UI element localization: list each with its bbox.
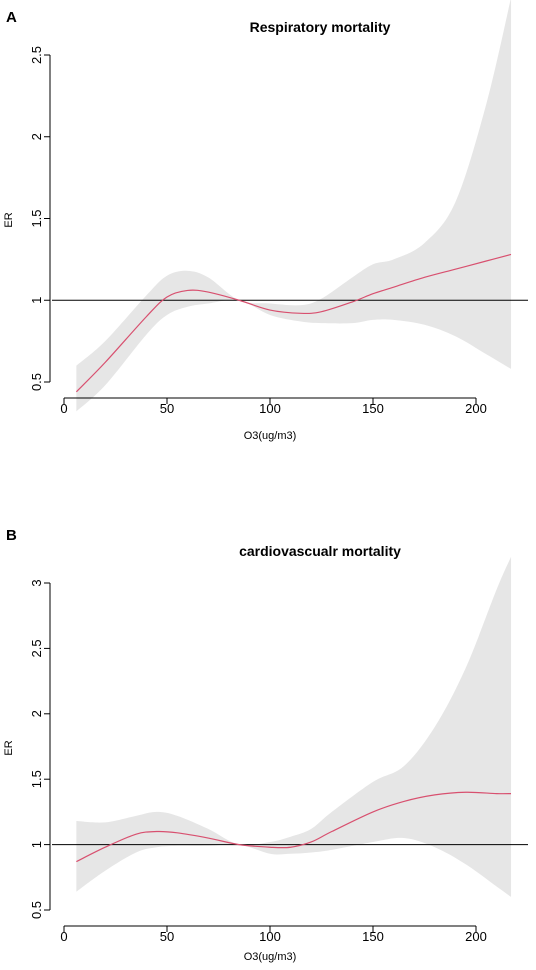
y-tick-label: 1.5 (29, 770, 44, 788)
panel-letter: B (6, 527, 17, 544)
y-tick-label: 2.5 (29, 46, 44, 64)
x-tick-label: 50 (160, 401, 174, 416)
x-axis-label: O3(ug/m3) (244, 951, 297, 963)
x-tick-label: 200 (465, 401, 487, 416)
chart-panel-A: A Respiratory mortality 0 50 100 150 200 0.5 1 1.… (3, 0, 528, 442)
y-tick-label: 0.5 (29, 373, 44, 391)
y-tick-label: 0.5 (29, 901, 44, 919)
x-tick-label: 200 (465, 929, 487, 944)
y-tick-label: 1.5 (29, 209, 44, 227)
panel-letter: A (6, 9, 17, 26)
y-tick-label: 1 (29, 841, 44, 848)
chart-title: cardiovascualr mortality (239, 543, 401, 559)
x-tick-label: 150 (362, 401, 384, 416)
estimate-line (75, 253, 512, 393)
x-tick-label: 100 (259, 929, 281, 944)
y-axis-label: ER (3, 212, 15, 227)
x-tick-label: 100 (259, 401, 281, 416)
confidence-band (76, 0, 512, 412)
x-tick-label: 150 (362, 929, 384, 944)
x-tick-label: 0 (60, 401, 67, 416)
confidence-band (76, 556, 512, 897)
x-tick-label: 50 (160, 929, 174, 944)
y-tick-label: 1 (29, 297, 44, 304)
y-tick-label: 2 (29, 133, 44, 140)
y-axis-label: ER (3, 740, 15, 755)
x-axis-label: O3(ug/m3) (244, 430, 297, 442)
y-tick-label: 2 (29, 710, 44, 717)
y-tick-label: 3 (29, 579, 44, 586)
y-tick-label: 2.5 (29, 639, 44, 657)
estimate-line (76, 791, 512, 863)
x-tick-label: 0 (60, 929, 67, 944)
chart-title: Respiratory mortality (250, 19, 391, 35)
